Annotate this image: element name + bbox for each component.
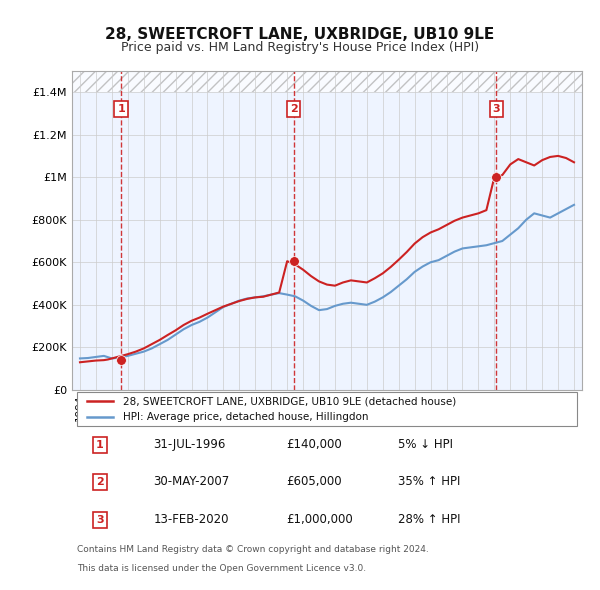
- Text: 2: 2: [290, 104, 298, 114]
- Text: £605,000: £605,000: [286, 476, 342, 489]
- Text: £140,000: £140,000: [286, 438, 342, 451]
- Text: 28, SWEETCROFT LANE, UXBRIDGE, UB10 9LE: 28, SWEETCROFT LANE, UXBRIDGE, UB10 9LE: [106, 27, 494, 41]
- Text: 3: 3: [493, 104, 500, 114]
- Text: 13-FEB-2020: 13-FEB-2020: [154, 513, 229, 526]
- Text: 2: 2: [96, 477, 104, 487]
- Text: 35% ↑ HPI: 35% ↑ HPI: [398, 476, 461, 489]
- Text: 31-JUL-1996: 31-JUL-1996: [154, 438, 226, 451]
- Text: £1,000,000: £1,000,000: [286, 513, 353, 526]
- Text: 5% ↓ HPI: 5% ↓ HPI: [398, 438, 454, 451]
- Text: 3: 3: [96, 515, 104, 525]
- Text: This data is licensed under the Open Government Licence v3.0.: This data is licensed under the Open Gov…: [77, 564, 366, 573]
- Text: Contains HM Land Registry data © Crown copyright and database right 2024.: Contains HM Land Registry data © Crown c…: [77, 545, 429, 554]
- Text: 28, SWEETCROFT LANE, UXBRIDGE, UB10 9LE (detached house): 28, SWEETCROFT LANE, UXBRIDGE, UB10 9LE …: [123, 396, 456, 407]
- FancyBboxPatch shape: [77, 392, 577, 427]
- Text: 1: 1: [96, 440, 104, 450]
- Text: HPI: Average price, detached house, Hillingdon: HPI: Average price, detached house, Hill…: [123, 412, 368, 422]
- Text: Price paid vs. HM Land Registry's House Price Index (HPI): Price paid vs. HM Land Registry's House …: [121, 41, 479, 54]
- Text: 28% ↑ HPI: 28% ↑ HPI: [398, 513, 461, 526]
- Text: 30-MAY-2007: 30-MAY-2007: [154, 476, 230, 489]
- Text: 1: 1: [117, 104, 125, 114]
